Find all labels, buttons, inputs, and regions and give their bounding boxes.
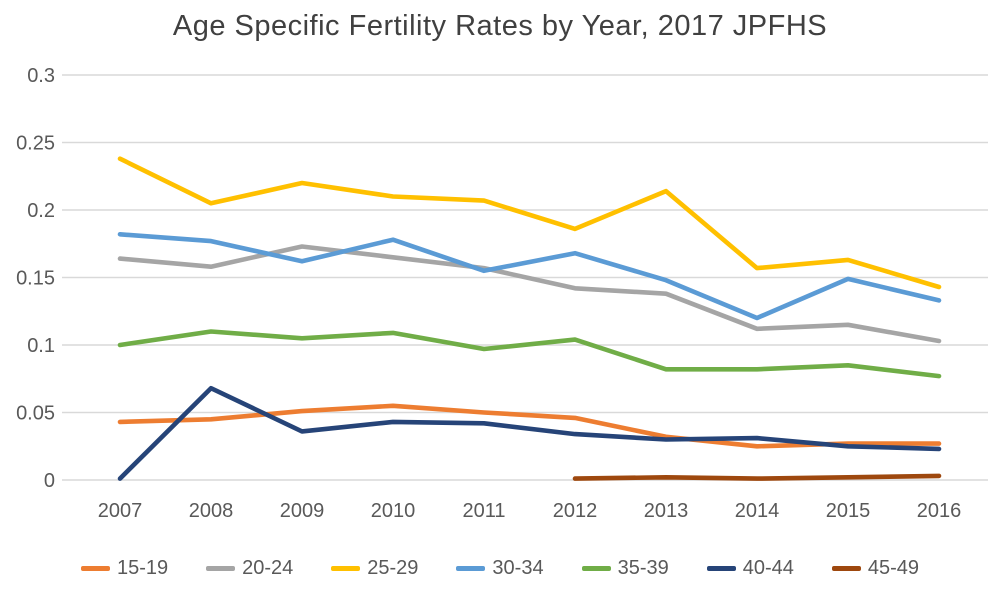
y-tick-label: 0.25 <box>16 133 55 155</box>
legend-marker-icon <box>331 565 361 571</box>
x-tick-label: 2015 <box>826 500 871 522</box>
legend-item-20-24: 20-24 <box>206 557 293 580</box>
series-line-20-24 <box>117 244 942 344</box>
legend-marker-icon <box>80 565 110 571</box>
legend: 15-19 20-24 25-29 30-34 35-39 40-44 45-49 <box>0 550 1000 586</box>
legend-item-35-39: 35-39 <box>581 556 669 580</box>
legend-item-25-29: 25-29 <box>331 557 418 580</box>
y-tick-label: 0.3 <box>27 65 55 87</box>
series-line-40-44 <box>117 385 942 481</box>
legend-label: 15-19 <box>116 556 169 579</box>
legend-label: 20-24 <box>242 556 294 579</box>
x-tick-label: 2008 <box>189 500 234 522</box>
x-tick-label: 2007 <box>98 500 143 522</box>
legend-marker-icon <box>456 565 486 571</box>
legend-label: 35-39 <box>617 556 669 579</box>
x-tick-label: 2016 <box>917 500 962 522</box>
y-tick-label: 0.1 <box>27 335 55 357</box>
legend-marker-icon <box>706 565 736 571</box>
series-line-25-29 <box>117 156 942 290</box>
legend-item-30-34: 30-34 <box>456 556 544 580</box>
y-tick-label: 0.2 <box>27 200 55 222</box>
series-line-35-39 <box>117 329 942 379</box>
series-line-45-49 <box>572 473 942 481</box>
plot-area: 0.3 0.25 0.2 0.15 0.1 0.05 0 2007 2008 2009 2010 20… <box>16 65 988 522</box>
y-tick-label: 0.05 <box>16 403 55 425</box>
legend-marker-icon <box>831 565 861 571</box>
x-tick-label: 2014 <box>735 500 780 522</box>
y-tick-label: 0.15 <box>16 268 55 290</box>
x-tick-label: 2013 <box>644 500 689 522</box>
legend-label: 25-29 <box>367 556 419 579</box>
x-tick-label: 2009 <box>280 500 325 522</box>
series-line-15-19 <box>117 403 942 449</box>
y-tick-label: 0 <box>44 470 55 492</box>
series-line-30-34 <box>117 232 942 321</box>
legend-item-15-19: 15-19 <box>80 556 169 580</box>
legend-item-40-44: 40-44 <box>706 556 794 580</box>
x-tick-label: 2012 <box>553 500 598 522</box>
legend-marker-icon <box>581 565 611 571</box>
x-tick-label: 2011 <box>462 500 505 522</box>
legend-marker-icon <box>206 565 236 571</box>
legend-label: 30-34 <box>492 556 544 579</box>
x-tick-label: 2010 <box>371 500 416 522</box>
legend-label: 40-44 <box>742 556 794 579</box>
legend-label: 45-49 <box>867 556 920 579</box>
chart-title: Age Specific Fertility Rates by Year, 20… <box>172 10 828 42</box>
legend-item-45-49: 45-49 <box>831 556 920 580</box>
